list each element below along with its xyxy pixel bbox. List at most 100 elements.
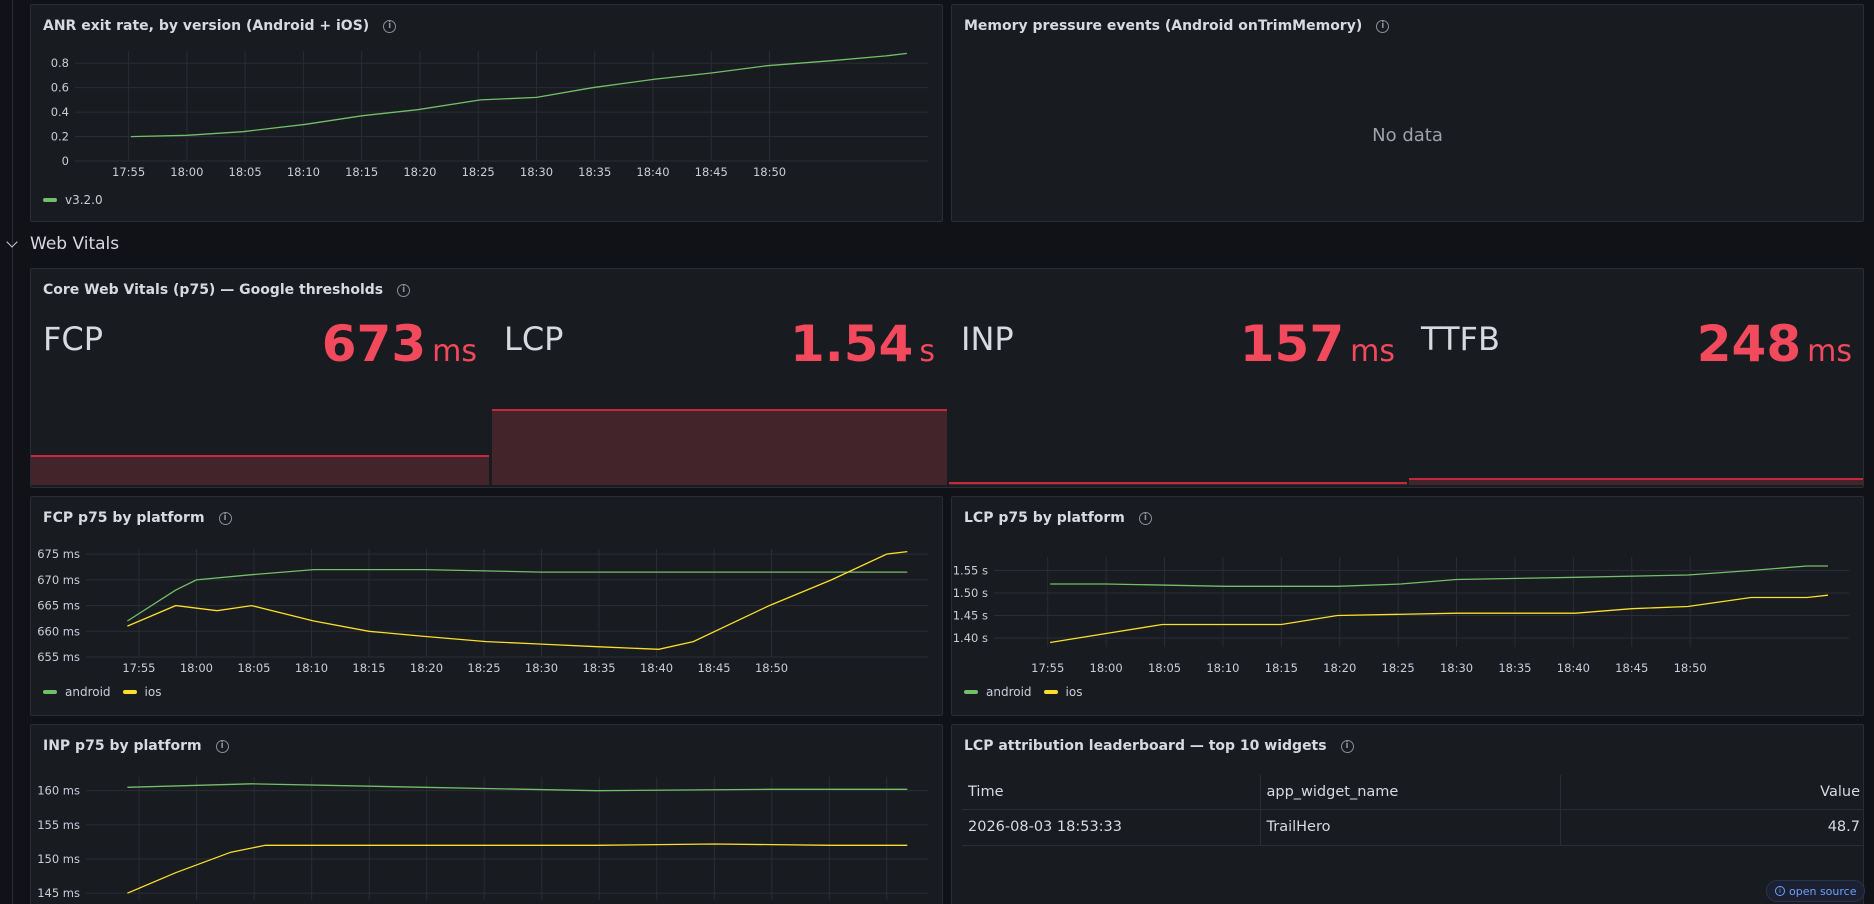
x-tick-label: 18:40 (636, 165, 669, 179)
x-tick-label: 18:20 (410, 661, 443, 675)
stat-sparkline (492, 408, 947, 485)
info-icon[interactable]: i (383, 19, 397, 33)
core-web-vitals-panel: Core Web Vitals (p75) — Google threshold… (30, 268, 1864, 488)
x-tick-label: 18:45 (1615, 661, 1648, 675)
memory-title-text: Memory pressure events (Android onTrimMe… (964, 18, 1363, 34)
anr-title-text: ANR exit rate, by version (Android + iOS… (43, 18, 370, 34)
legend-label: v3.2.0 (65, 193, 103, 207)
fcp-panel-title[interactable]: FCP p75 by platform i (43, 510, 232, 526)
column-header-value[interactable]: Value (1560, 775, 1863, 810)
anr-panel: ANR exit rate, by version (Android + iOS… (30, 4, 943, 222)
row-rail (12, 0, 13, 904)
x-tick-label: 17:55 (122, 661, 155, 675)
legend-item-android[interactable]: android (43, 685, 111, 699)
x-tick-label: 18:10 (295, 661, 328, 675)
leaderboard-panel-title[interactable]: LCP attribution leaderboard — top 10 wid… (964, 738, 1354, 754)
y-tick-label: 655 ms (37, 650, 80, 664)
inp-panel-title[interactable]: INP p75 by platform i (43, 738, 229, 754)
y-tick-label: 660 ms (37, 624, 80, 638)
anr-legend: v3.2.0 (43, 193, 115, 207)
info-icon[interactable]: i (218, 511, 232, 525)
row-title: Web Vitals (30, 234, 120, 254)
info-icon[interactable]: i (1340, 739, 1354, 753)
y-tick-label: 1.55 s (953, 564, 988, 578)
y-tick-label: 150 ms (37, 852, 80, 866)
x-tick-label: 18:10 (1206, 661, 1239, 675)
stat-sparkline (1409, 477, 1863, 485)
stat-value: 673 ms (321, 315, 477, 373)
info-icon[interactable]: i (215, 739, 229, 753)
x-tick-label: 18:50 (1674, 661, 1707, 675)
cell-widget: TrailHero (1260, 809, 1561, 846)
x-tick-label: 18:10 (287, 165, 320, 179)
column-header-time[interactable]: Time (962, 775, 1261, 810)
lcp-panel-title[interactable]: LCP p75 by platform i (964, 510, 1152, 526)
cell-value: 48.7 (1560, 809, 1863, 846)
stat-inp: INP 157 ms (949, 305, 1407, 485)
chevron-down-icon (6, 236, 18, 248)
legend-item-ios[interactable]: ios (1043, 685, 1083, 699)
legend-label: android (65, 685, 111, 699)
x-tick-label: 18:50 (753, 165, 786, 179)
y-tick-label: 0.4 (51, 105, 69, 119)
stat-value: 1.54 s (789, 315, 935, 373)
inp-chart: 145 ms 150 ms 155 ms 160 ms (37, 777, 928, 900)
leaderboard-title-text: LCP attribution leaderboard — top 10 wid… (964, 738, 1327, 754)
info-icon[interactable]: i (1138, 511, 1152, 525)
column-header-widget[interactable]: app_widget_name (1260, 775, 1561, 810)
series-line-ios (127, 843, 908, 894)
no-data-message: No data (1372, 125, 1443, 146)
inp-panel: INP p75 by platform i 145 ms 150 ms 155 ms 1… (30, 724, 943, 904)
stat-name: TTFB (1421, 320, 1500, 358)
y-tick-label: 1.50 s (953, 586, 988, 600)
x-tick-label: 18:40 (640, 661, 673, 675)
y-tick-label: 1.40 s (953, 631, 988, 645)
fcp-title-text: FCP p75 by platform (43, 510, 205, 526)
x-tick-label: 18:25 (467, 661, 500, 675)
open-source-badge[interactable]: i open source (1766, 880, 1866, 902)
y-tick-label: 0 (62, 154, 69, 168)
y-tick-label: 160 ms (37, 784, 80, 798)
y-tick-label: 665 ms (37, 599, 80, 613)
x-tick-label: 18:05 (237, 661, 270, 675)
x-tick-label: 18:15 (345, 165, 378, 179)
legend-item-ios[interactable]: ios (122, 685, 161, 699)
stat-value: 157 ms (1239, 315, 1395, 373)
lcp-legend: android ios (964, 685, 1094, 699)
x-tick-label: 18:35 (1498, 661, 1531, 675)
stat-ttfb: TTFB 248 ms (1409, 305, 1863, 485)
web-vitals-row-header[interactable]: Web Vitals (6, 234, 120, 254)
x-tick-label: 18:40 (1557, 661, 1590, 675)
stat-name: FCP (43, 320, 104, 358)
info-icon[interactable]: i (397, 283, 411, 297)
info-icon[interactable]: i (1376, 19, 1390, 33)
core-vitals-title-text: Core Web Vitals (p75) — Google threshold… (43, 282, 384, 298)
series-line-android (127, 568, 908, 622)
core-web-vitals-title[interactable]: Core Web Vitals (p75) — Google threshold… (43, 282, 411, 298)
x-tick-label: 18:20 (1323, 661, 1356, 675)
info-icon: i (1775, 886, 1785, 896)
table-row: 2026-08-03 18:53:33 TrailHero 48.7 (962, 809, 1863, 846)
stat-sparkline (949, 482, 1407, 485)
series-line-android (1050, 565, 1828, 587)
series-line-v3.2.0 (130, 52, 908, 138)
x-tick-label: 18:00 (170, 165, 203, 179)
x-tick-label: 18:30 (520, 165, 553, 179)
cell-time: 2026-08-03 18:53:33 (962, 809, 1261, 846)
x-tick-label: 18:45 (695, 165, 728, 179)
legend-item-v3.2.0[interactable]: v3.2.0 (43, 193, 103, 207)
legend-label: ios (1065, 685, 1083, 699)
x-tick-label: 18:20 (403, 165, 436, 179)
y-tick-label: 0.6 (51, 81, 69, 95)
x-tick-label: 18:35 (578, 165, 611, 179)
y-tick-label: 155 ms (37, 818, 80, 832)
memory-panel-title[interactable]: Memory pressure events (Android onTrimMe… (964, 18, 1390, 34)
legend-label: android (986, 685, 1032, 699)
anr-panel-title[interactable]: ANR exit rate, by version (Android + iOS… (43, 18, 397, 34)
legend-item-android[interactable]: android (964, 685, 1032, 699)
legend-swatch (964, 690, 978, 694)
legend-swatch (43, 198, 57, 202)
memory-panel: Memory pressure events (Android onTrimMe… (951, 4, 1864, 222)
y-tick-label: 0.2 (51, 130, 69, 144)
